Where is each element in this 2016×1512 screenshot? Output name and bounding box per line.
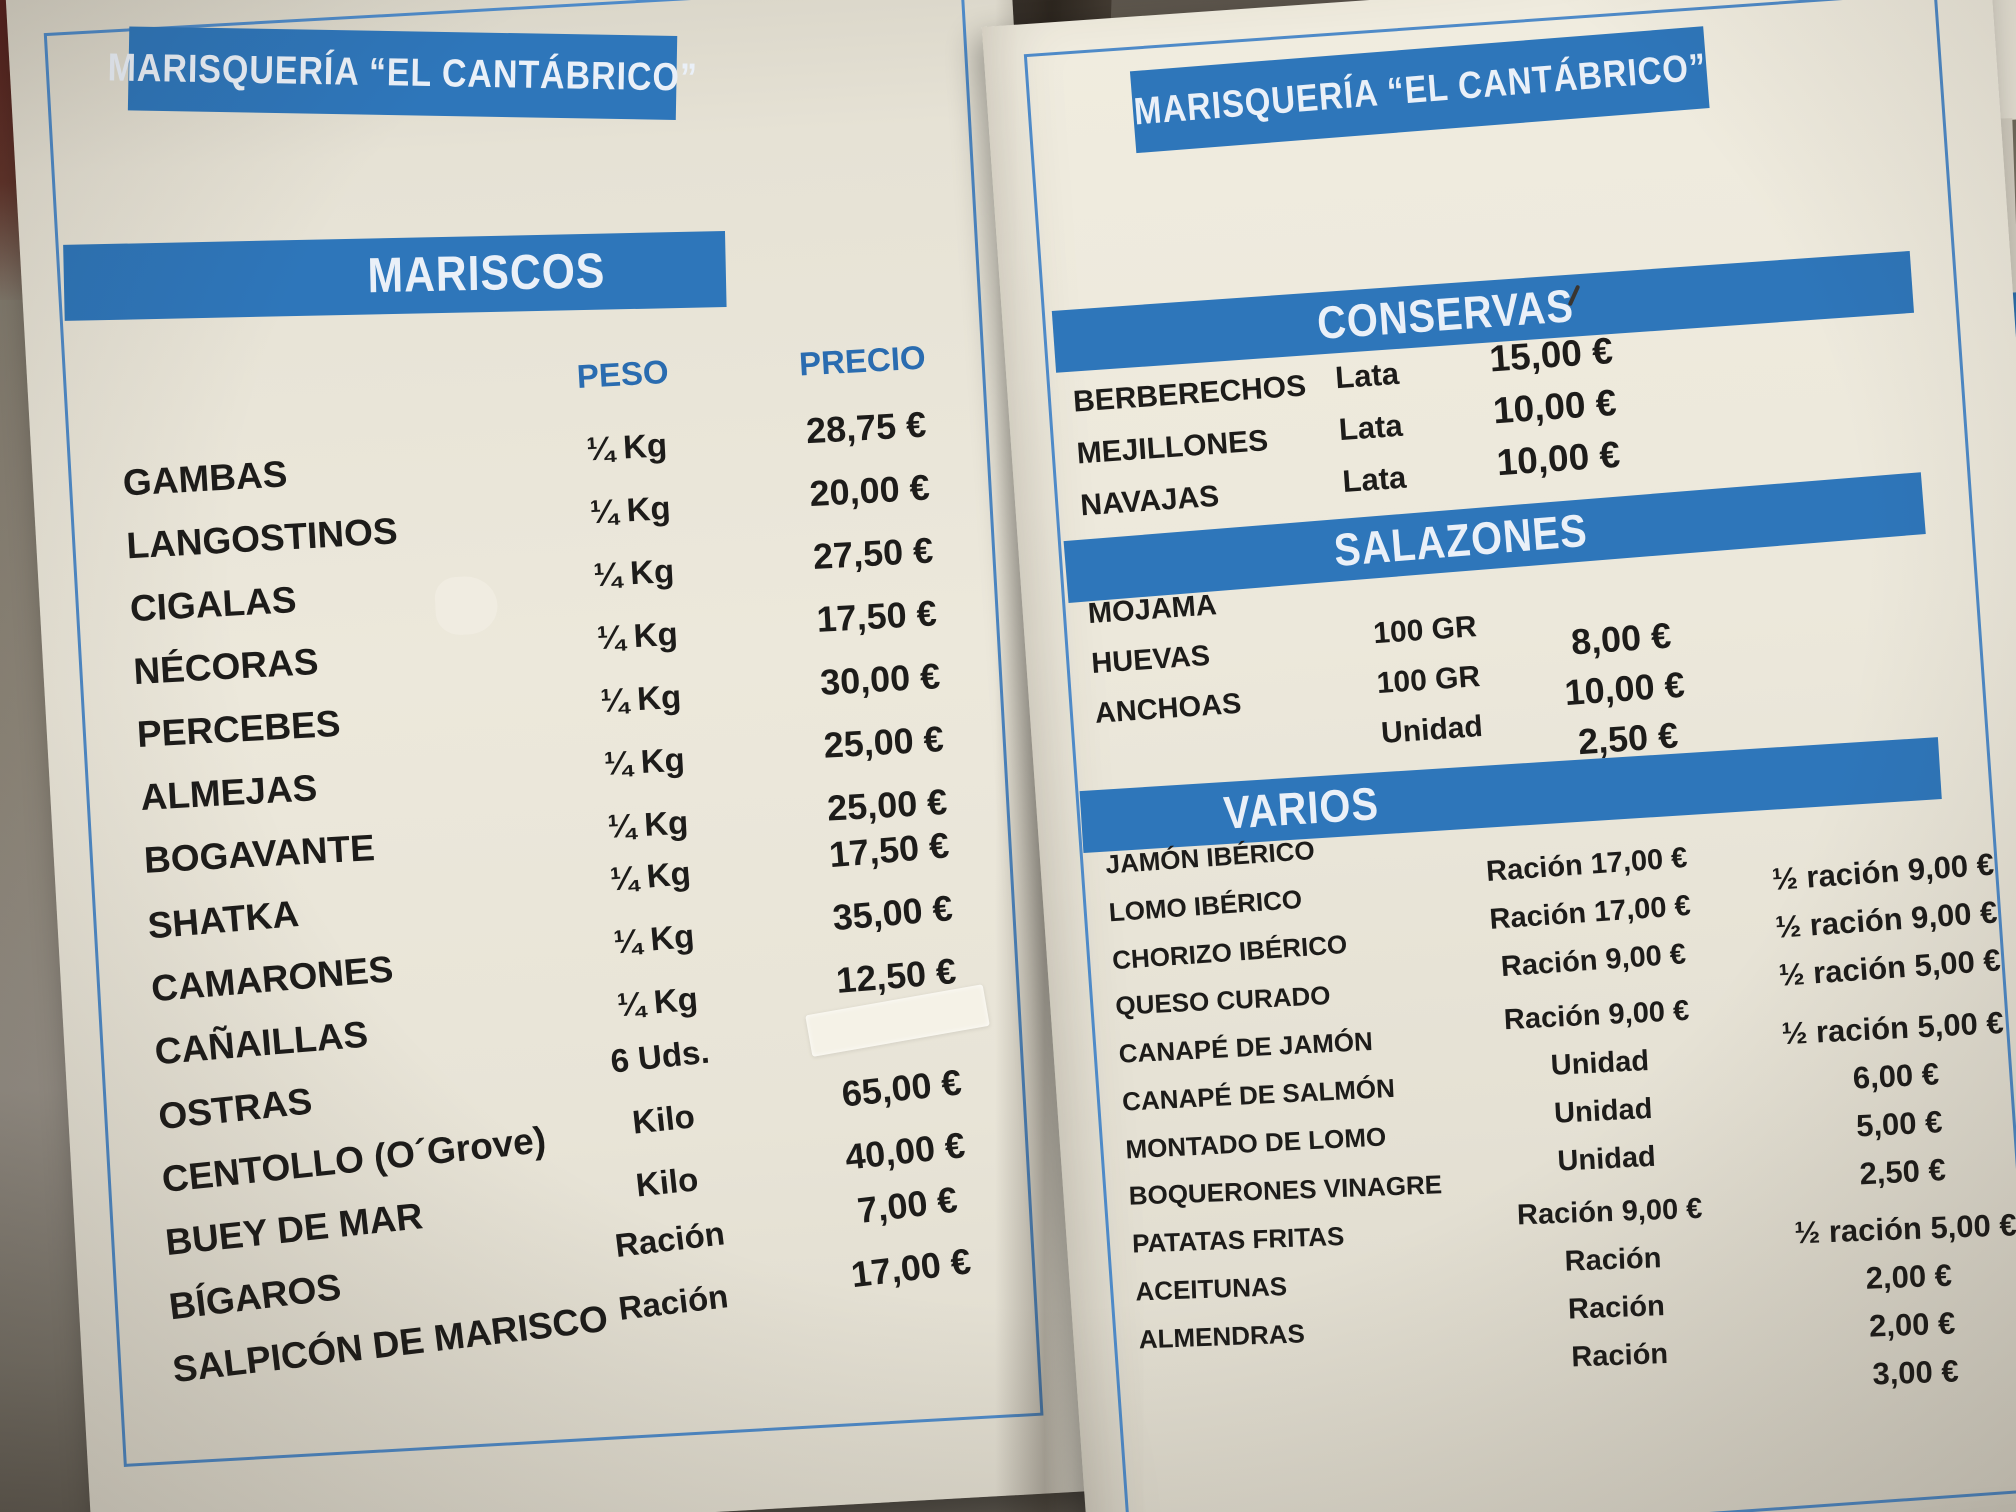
restaurant-name-banner: MARISQUERÍA “EL CANTÁBRICO” [107, 26, 698, 120]
item-name: BERBERECHOS [1072, 369, 1308, 419]
menu-page-right: MARISQUERÍA “EL CANTÁBRICO” CONSERVAS BE… [981, 0, 2016, 1512]
item-name: ACEITUNAS [1134, 1270, 1288, 1307]
item-unit: Lata [1337, 407, 1404, 448]
item-name: MONTADO DE LOMO [1124, 1120, 1387, 1165]
item-name: BOQUERONES VINAGRE [1128, 1168, 1443, 1211]
mariscos-table: GAMBAS ¼ Kg 28,75 € LANGOSTINOS ¼ Kg 20,00 €… [81, 403, 1032, 1398]
item-name: ALMENDRAS [1138, 1317, 1306, 1354]
item-weight: ¼ Kg [585, 425, 669, 468]
item-name: MOJAMA [1086, 588, 1218, 630]
item-weight: ¼ Kg [606, 802, 690, 845]
item-weight: ¼ Kg [602, 740, 686, 782]
item-unit: Lata [1334, 355, 1401, 396]
item-weight: ¼ Kg [588, 488, 672, 530]
varios-table: JAMÓN IBÉRICO Ración 17,00 € ½ ración 9,00… [1104, 775, 2016, 1391]
item-weight: ¼ Kg [599, 677, 683, 719]
item-weight: ¼ Kg [595, 614, 679, 656]
menu-page-left: MARISQUERÍA “EL CANTÁBRICO” MARISCOS PES… [5, 0, 1096, 1512]
restaurant-name: MARISQUERÍA “EL CANTÁBRICO” [107, 45, 698, 100]
item-name: NAVAJAS [1079, 479, 1221, 523]
item-weight: ¼ Kg [592, 551, 676, 593]
item-name: HUEVAS [1090, 639, 1212, 680]
section-banner-mariscos: MARISCOS [63, 231, 727, 321]
section-title: MARISCOS [366, 243, 606, 304]
item-unit: Lata [1341, 459, 1408, 500]
item-name: PATATAS FRITAS [1131, 1220, 1345, 1259]
item-name: ANCHOAS [1093, 687, 1243, 730]
item-name: MEJILLONES [1075, 424, 1270, 471]
